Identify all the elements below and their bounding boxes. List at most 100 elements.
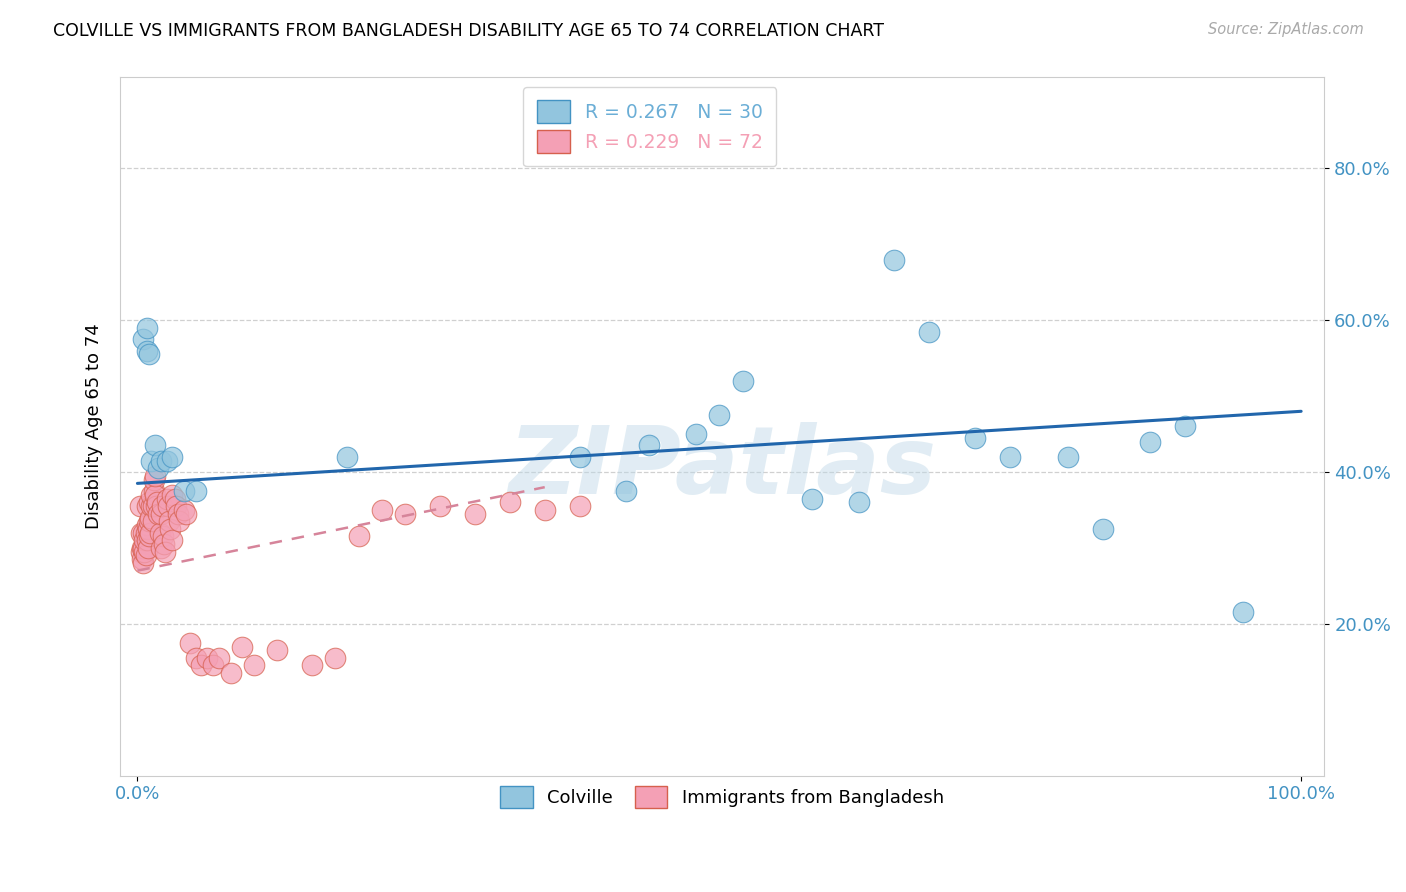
Point xyxy=(685,427,707,442)
Point xyxy=(347,529,370,543)
Point xyxy=(143,468,166,483)
Point xyxy=(323,651,346,665)
Point xyxy=(141,488,163,502)
Point xyxy=(219,666,242,681)
Point xyxy=(128,499,150,513)
Point xyxy=(132,332,155,346)
Point xyxy=(918,325,941,339)
Point xyxy=(173,483,195,498)
Point xyxy=(132,541,155,555)
Text: COLVILLE VS IMMIGRANTS FROM BANGLADESH DISABILITY AGE 65 TO 74 CORRELATION CHART: COLVILLE VS IMMIGRANTS FROM BANGLADESH D… xyxy=(53,22,884,40)
Point xyxy=(132,556,155,570)
Point xyxy=(129,525,152,540)
Point xyxy=(156,499,179,513)
Point xyxy=(159,522,181,536)
Point xyxy=(163,491,186,506)
Point xyxy=(143,438,166,452)
Point xyxy=(162,488,184,502)
Point xyxy=(138,495,160,509)
Point xyxy=(136,541,159,555)
Point xyxy=(179,636,201,650)
Point xyxy=(141,514,163,528)
Point xyxy=(135,549,157,563)
Point xyxy=(266,643,288,657)
Point xyxy=(135,525,157,540)
Point xyxy=(149,453,172,467)
Point xyxy=(142,483,165,498)
Point xyxy=(301,658,323,673)
Legend: Colville, Immigrants from Bangladesh: Colville, Immigrants from Bangladesh xyxy=(494,779,950,815)
Point xyxy=(231,640,253,654)
Point xyxy=(135,533,157,548)
Point xyxy=(131,541,153,555)
Point xyxy=(135,321,157,335)
Point xyxy=(134,544,156,558)
Point xyxy=(142,473,165,487)
Point xyxy=(162,450,184,464)
Point xyxy=(138,529,160,543)
Text: Source: ZipAtlas.com: Source: ZipAtlas.com xyxy=(1208,22,1364,37)
Point xyxy=(139,510,162,524)
Point xyxy=(138,347,160,361)
Point xyxy=(141,453,163,467)
Point xyxy=(184,483,207,498)
Point xyxy=(149,541,172,555)
Y-axis label: Disability Age 65 to 74: Disability Age 65 to 74 xyxy=(86,324,103,529)
Point xyxy=(145,499,167,513)
Point xyxy=(998,450,1021,464)
Point xyxy=(464,507,486,521)
Point xyxy=(184,651,207,665)
Point xyxy=(709,408,731,422)
Point xyxy=(638,438,661,452)
Point xyxy=(173,503,195,517)
Point xyxy=(141,499,163,513)
Point xyxy=(176,507,198,521)
Point xyxy=(167,507,190,521)
Point xyxy=(157,514,180,528)
Point xyxy=(150,499,173,513)
Point xyxy=(134,533,156,548)
Point xyxy=(135,343,157,358)
Point xyxy=(155,544,177,558)
Point xyxy=(429,499,451,513)
Point xyxy=(152,529,174,543)
Point xyxy=(153,537,176,551)
Point xyxy=(883,252,905,267)
Text: ZIPatlas: ZIPatlas xyxy=(508,422,936,515)
Point xyxy=(136,522,159,536)
Point xyxy=(1139,434,1161,449)
Point xyxy=(141,499,163,513)
Point xyxy=(243,658,266,673)
Point xyxy=(208,651,231,665)
Point xyxy=(148,507,170,521)
Point xyxy=(533,503,555,517)
Point xyxy=(129,544,152,558)
Point xyxy=(499,495,522,509)
Point xyxy=(371,503,394,517)
Point xyxy=(336,450,359,464)
Point xyxy=(155,453,177,467)
Point xyxy=(165,499,187,513)
Point xyxy=(1174,419,1197,434)
Point xyxy=(1092,522,1115,536)
Point xyxy=(965,431,987,445)
Point xyxy=(138,514,160,528)
Point xyxy=(135,499,157,513)
Point xyxy=(131,552,153,566)
Point xyxy=(1057,450,1080,464)
Point xyxy=(1232,606,1254,620)
Point xyxy=(148,461,170,475)
Point xyxy=(132,525,155,540)
Point xyxy=(169,514,191,528)
Point xyxy=(139,525,162,540)
Point xyxy=(568,450,591,464)
Point xyxy=(146,495,169,509)
Point xyxy=(614,483,637,498)
Point xyxy=(195,651,218,665)
Point xyxy=(801,491,824,506)
Point xyxy=(162,533,184,548)
Point xyxy=(190,658,212,673)
Point xyxy=(202,658,225,673)
Point xyxy=(731,374,754,388)
Point xyxy=(148,525,170,540)
